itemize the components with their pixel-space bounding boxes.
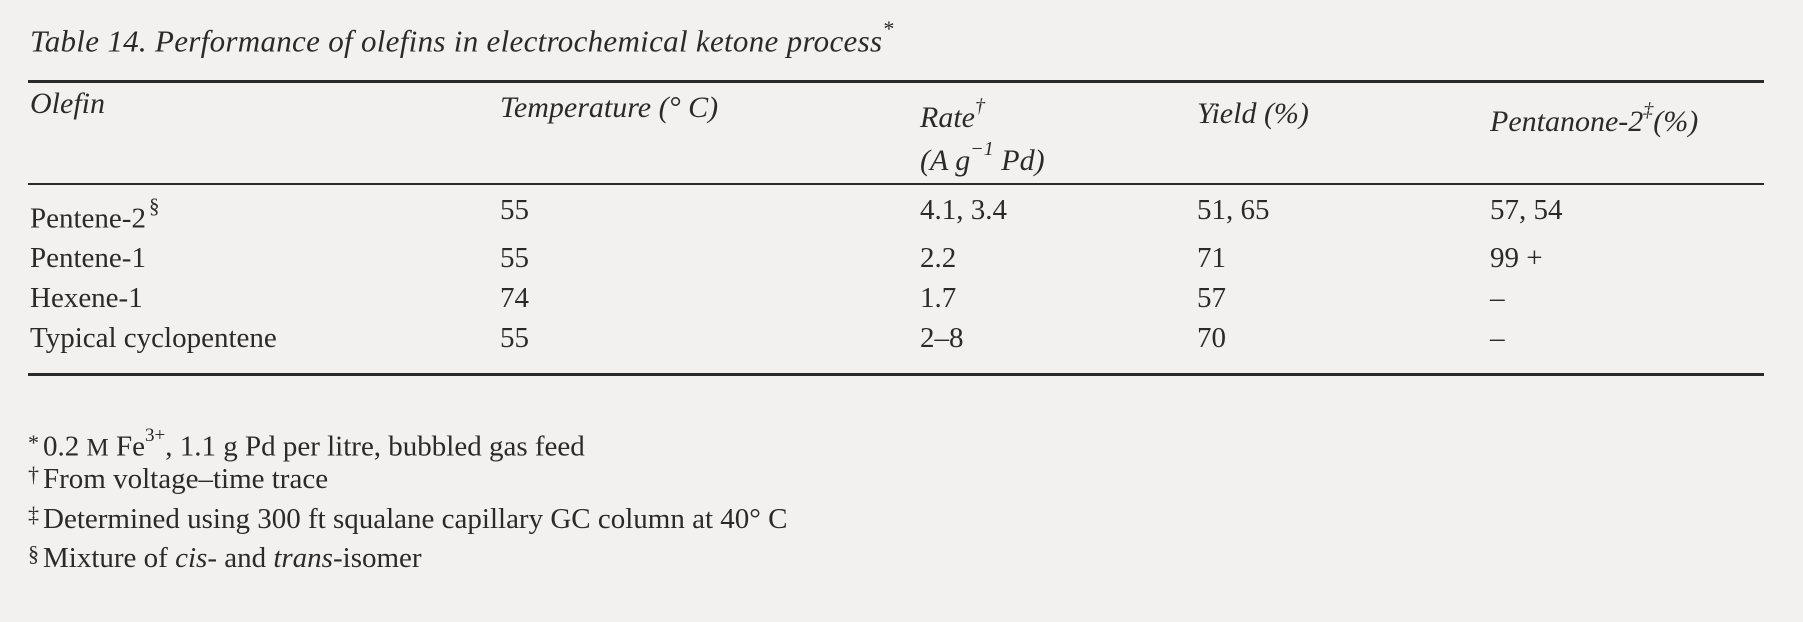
- olefin-name: Typical cyclopentene: [30, 322, 277, 354]
- header-rate-label: Rate: [920, 101, 975, 134]
- olefin-name: Pentene-2: [30, 202, 146, 235]
- footnote-text: , 1.1 g Pd per litre, bubbled gas feed: [165, 430, 585, 463]
- cell-olefin: Pentene-1: [30, 238, 146, 278]
- footnote-text: -isomer: [332, 542, 422, 574]
- table-row: Pentene-1 55 2.2 71 99 +: [0, 238, 1803, 278]
- molar-unit: M: [86, 434, 109, 462]
- footnote-mark: *: [28, 429, 39, 455]
- header-rate-unit: (A g−1 Pd): [920, 133, 1045, 181]
- cell-temperature: 74: [500, 282, 529, 314]
- cell-temperature: 55: [500, 194, 529, 226]
- footnote-asterisk: * 0.2 M Fe3+, 1.1 g Pd per litre, bubbled…: [28, 420, 585, 469]
- olefin-name: Pentene-1: [30, 242, 146, 274]
- header-pentanone-suffix: (%): [1653, 105, 1699, 138]
- header-rate-mark: †: [974, 95, 985, 117]
- footnote-text: Determined using 300 ft squalane capilla…: [43, 503, 788, 535]
- table-row: Pentene-2 § 55 4.1, 3.4 51, 65 57, 54: [0, 190, 1803, 235]
- footnote-mark: §: [28, 541, 39, 566]
- footnote-mark: †: [28, 462, 39, 487]
- cell-pentanone: 57, 54: [1490, 194, 1563, 226]
- cell-temperature: 55: [500, 242, 529, 274]
- cell-rate: 4.1, 3.4: [920, 194, 1007, 226]
- cell-olefin: Hexene-1: [30, 278, 143, 318]
- cell-pentanone: 99 +: [1490, 242, 1543, 274]
- footnote-double-dagger: ‡ Determined using 300 ft squalane capill…: [28, 499, 787, 541]
- trans-term: trans: [273, 542, 333, 574]
- header-pentanone: Pentanone-2‡(%): [1490, 94, 1698, 142]
- footnote-text: Fe: [108, 430, 145, 463]
- cell-yield: 51, 65: [1197, 194, 1270, 226]
- caption-text: Table 14. Performance of olefins in elec…: [30, 23, 883, 59]
- caption-footnote-mark: *: [882, 16, 894, 41]
- footnote-mark: ‡: [28, 502, 39, 527]
- cell-rate: 1.7: [920, 282, 957, 314]
- table-header-rule: [28, 183, 1764, 185]
- cell-pentanone: –: [1490, 282, 1505, 314]
- footnote-text: Mixture of: [43, 542, 176, 574]
- table-caption: Table 14. Performance of olefins in elec…: [30, 16, 894, 59]
- footnote-text: 0.2: [43, 430, 87, 463]
- header-pentanone-label: Pentanone-2: [1490, 105, 1644, 138]
- cell-yield: 71: [1197, 242, 1226, 274]
- cell-rate: 2–8: [920, 322, 964, 354]
- olefin-footnote-mark: §: [148, 194, 160, 218]
- cell-temperature: 55: [500, 322, 529, 354]
- footnote-section: § Mixture of cis- and trans-isomer: [28, 538, 422, 580]
- cell-olefin: Typical cyclopentene: [30, 318, 277, 358]
- cell-yield: 57: [1197, 282, 1226, 314]
- cell-olefin: Pentene-2 §: [30, 190, 159, 239]
- footnote-text: - and: [207, 542, 274, 574]
- header-yield: Yield (%): [1197, 97, 1309, 130]
- footnote-dagger: † From voltage–time trace: [28, 459, 328, 501]
- footnote-text: From voltage–time trace: [43, 463, 329, 495]
- header-temperature: Temperature (° C): [500, 91, 719, 124]
- header-pentanone-mark: ‡: [1643, 99, 1654, 121]
- table-row: Hexene-1 74 1.7 57 –: [0, 278, 1803, 318]
- olefin-name: Hexene-1: [30, 282, 143, 314]
- table-top-rule: [28, 80, 1764, 83]
- table-bottom-rule: [28, 373, 1764, 376]
- cell-pentanone: –: [1490, 322, 1505, 354]
- cell-rate: 2.2: [920, 242, 957, 274]
- header-olefin: Olefin: [30, 87, 105, 120]
- cell-yield: 70: [1197, 322, 1226, 354]
- cis-term: cis: [175, 542, 208, 574]
- charge-superscript: 3+: [144, 425, 166, 446]
- table-row: Typical cyclopentene 55 2–8 70 –: [0, 318, 1803, 358]
- rate-unit-suffix: Pd): [993, 144, 1045, 177]
- rate-unit-exponent: −1: [970, 138, 994, 160]
- header-rate: Rate†: [920, 90, 985, 138]
- rate-unit-prefix: (A g: [920, 144, 971, 177]
